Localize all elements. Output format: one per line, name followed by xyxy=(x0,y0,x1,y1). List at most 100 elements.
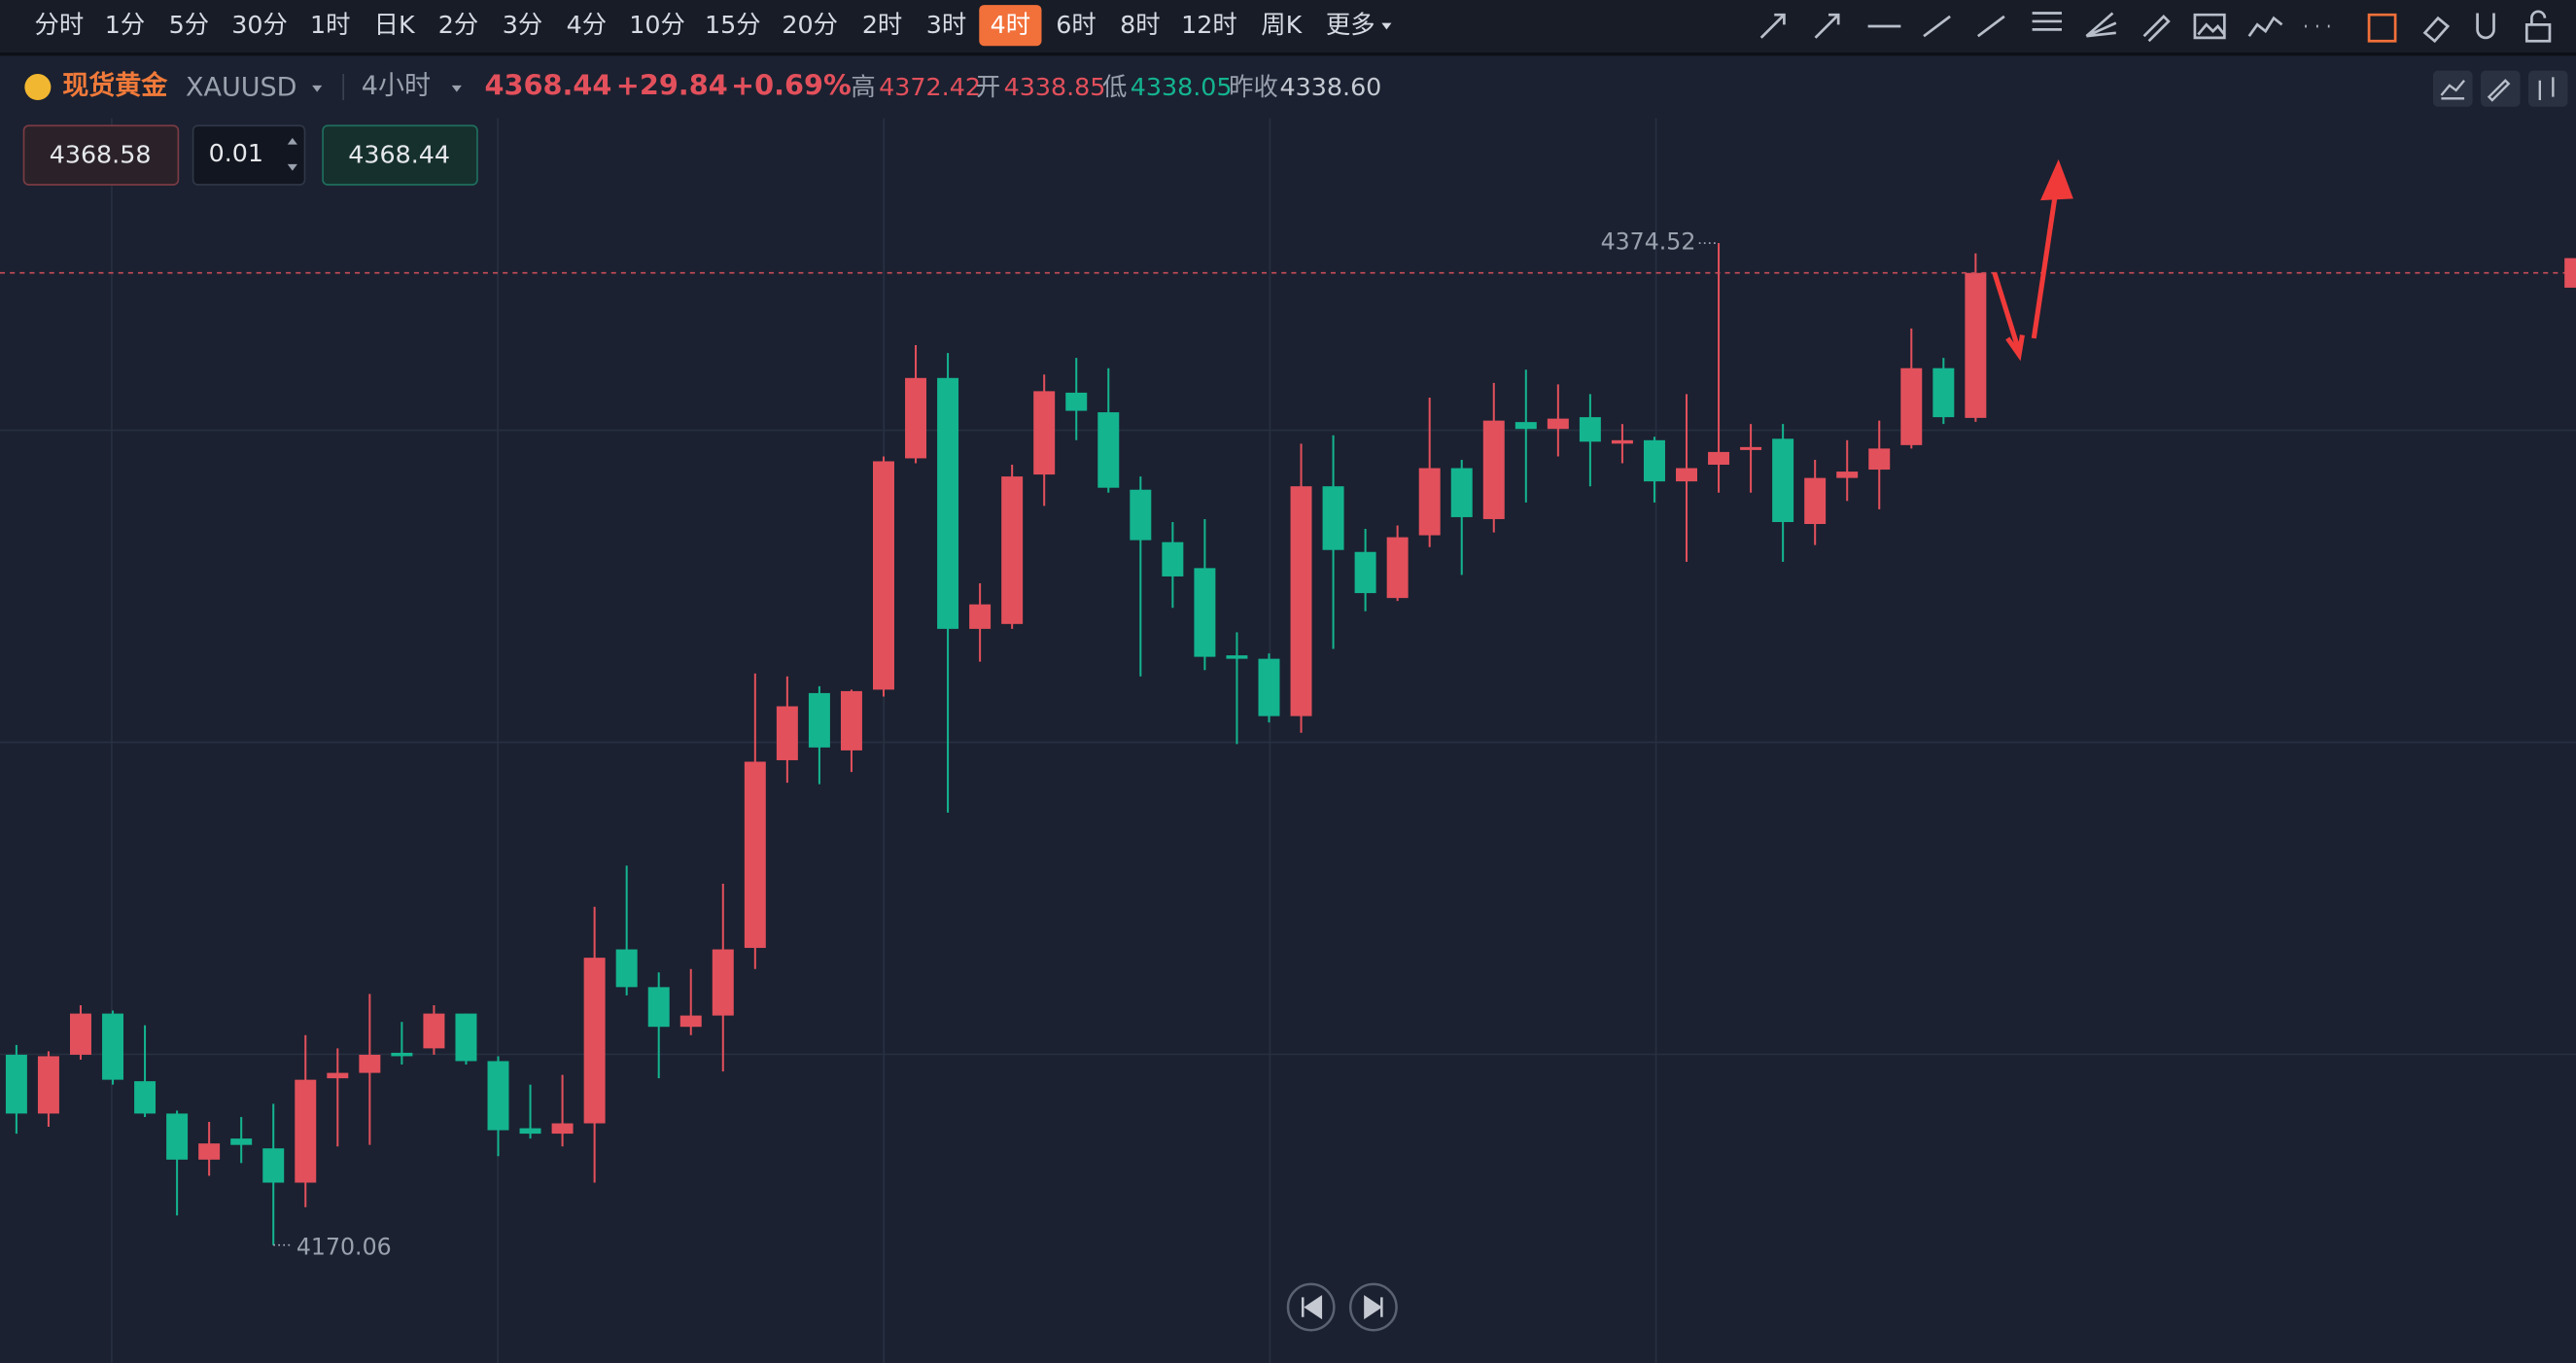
candle-body xyxy=(37,1056,59,1114)
candle-body xyxy=(1162,542,1184,577)
interval[interactable]: 4分 xyxy=(567,10,607,39)
candle-body xyxy=(647,987,670,1028)
candle-body xyxy=(1097,412,1120,488)
open-label: 开 xyxy=(976,72,1000,101)
interval[interactable]: 20分 xyxy=(782,10,838,39)
tool-icon[interactable] xyxy=(2085,12,2117,38)
interval[interactable]: 10分 xyxy=(629,10,685,39)
candle-body xyxy=(969,604,992,629)
chart-tools xyxy=(2432,70,2568,107)
candle-body xyxy=(1418,468,1441,536)
candle-body xyxy=(1804,477,1827,525)
tool-icon[interactable] xyxy=(2367,13,2397,43)
low-value: 4338.05 xyxy=(1131,72,1233,101)
candle-body xyxy=(744,761,766,949)
candle-body xyxy=(359,1054,381,1073)
interval-bar: 分时 1分 5分 30分 1时 日K 2分 3分 4分 10分 15分 20分 2时 3时 4时 6时 8时 12… xyxy=(34,5,1392,47)
candle-body xyxy=(1065,392,1088,411)
interval[interactable]: 6时 xyxy=(1056,10,1096,39)
candle-body xyxy=(166,1113,189,1160)
candle-body xyxy=(262,1148,285,1183)
change: +29.84 xyxy=(616,69,728,102)
interval[interactable]: 1分 xyxy=(105,10,145,39)
interval-selected xyxy=(979,5,1042,47)
candle-body xyxy=(615,949,638,988)
tool-icon[interactable] xyxy=(1814,13,1840,39)
current-price-marker xyxy=(2564,258,2576,288)
annotation-arrow xyxy=(1992,183,2060,362)
interval[interactable]: 2时 xyxy=(862,10,902,39)
buy-button[interactable] xyxy=(322,124,478,186)
interval[interactable]: 分时 xyxy=(34,10,84,39)
quantity[interactable]: 0.01 xyxy=(209,138,263,167)
candle-body xyxy=(1386,537,1409,599)
tool-icon[interactable] xyxy=(2476,13,2495,40)
tool-icon[interactable] xyxy=(2247,16,2283,37)
candle-body xyxy=(1836,472,1859,478)
candle-body xyxy=(487,1061,509,1131)
interval[interactable]: 3时 xyxy=(926,10,966,39)
candle-body xyxy=(776,706,798,760)
prev-icon xyxy=(1301,1295,1323,1320)
prev-close-label: 昨收 xyxy=(1229,72,1278,101)
candle-body xyxy=(1450,468,1473,517)
candle-body xyxy=(1740,446,1762,450)
candle-body xyxy=(1226,655,1248,659)
interval[interactable]: 4时 xyxy=(991,10,1030,39)
candle-body xyxy=(230,1138,253,1145)
candle-body xyxy=(1482,420,1505,519)
interval[interactable]: 12时 xyxy=(1181,10,1237,39)
interval[interactable]: 2分 xyxy=(438,10,478,39)
tool-icon[interactable] xyxy=(1977,15,2005,38)
change-pct: +0.69% xyxy=(731,69,852,102)
candle-body xyxy=(1033,391,1056,475)
sell-button[interactable] xyxy=(22,124,180,186)
tool-button[interactable] xyxy=(2480,70,2521,107)
dropdown-caret xyxy=(312,85,323,92)
candle-body xyxy=(102,1013,124,1080)
tool-icon[interactable] xyxy=(1923,15,1951,38)
interval[interactable]: 周K xyxy=(1261,10,1303,39)
candle-body xyxy=(551,1123,574,1135)
annotation-arrowhead xyxy=(2040,158,2073,201)
stepper[interactable] xyxy=(287,137,297,171)
candle-body xyxy=(840,690,862,751)
symbol[interactable]: XAUUSD xyxy=(186,73,297,103)
quantity-input[interactable] xyxy=(191,124,306,186)
candle-body xyxy=(455,1013,477,1062)
candle-body xyxy=(1514,422,1537,430)
tool-icon[interactable] xyxy=(2524,10,2552,43)
interval[interactable]: 1时 xyxy=(310,10,350,39)
buy-price[interactable]: 4368.44 xyxy=(348,139,450,168)
candle-body xyxy=(1676,468,1697,482)
next-icon xyxy=(1364,1295,1383,1320)
interval[interactable]: 8时 xyxy=(1120,10,1160,39)
candle-body xyxy=(1708,451,1730,466)
period[interactable]: 4小时 xyxy=(362,71,431,101)
interval[interactable]: 5分 xyxy=(169,10,209,39)
tool-icon[interactable] xyxy=(1759,13,1786,39)
candle-body xyxy=(423,1013,445,1049)
sell-price[interactable]: 4368.58 xyxy=(50,139,152,168)
candle-body xyxy=(808,692,830,748)
tool-icon[interactable] xyxy=(2142,14,2171,43)
open-value: 4338.85 xyxy=(1004,72,1106,101)
candle-body xyxy=(1354,551,1376,594)
interval[interactable]: 日K xyxy=(374,10,416,39)
tool-button[interactable] xyxy=(2527,70,2568,107)
tool-icon[interactable] xyxy=(2193,13,2226,40)
candles: 4374.52 4170.06 xyxy=(0,228,2576,1261)
tool-icon[interactable] xyxy=(2422,16,2451,44)
symbol-name[interactable]: 现货黄金 xyxy=(62,70,168,101)
tool-icon[interactable] xyxy=(2032,12,2063,31)
interval[interactable]: 更多 xyxy=(1326,10,1375,39)
candle-body xyxy=(1579,417,1601,442)
candle-body xyxy=(134,1081,157,1114)
drawing-tools xyxy=(1759,10,2552,44)
candle-body xyxy=(1868,448,1891,471)
interval[interactable]: 15分 xyxy=(705,10,761,39)
interval[interactable]: 30分 xyxy=(231,10,288,39)
interval[interactable]: 3分 xyxy=(503,10,542,39)
